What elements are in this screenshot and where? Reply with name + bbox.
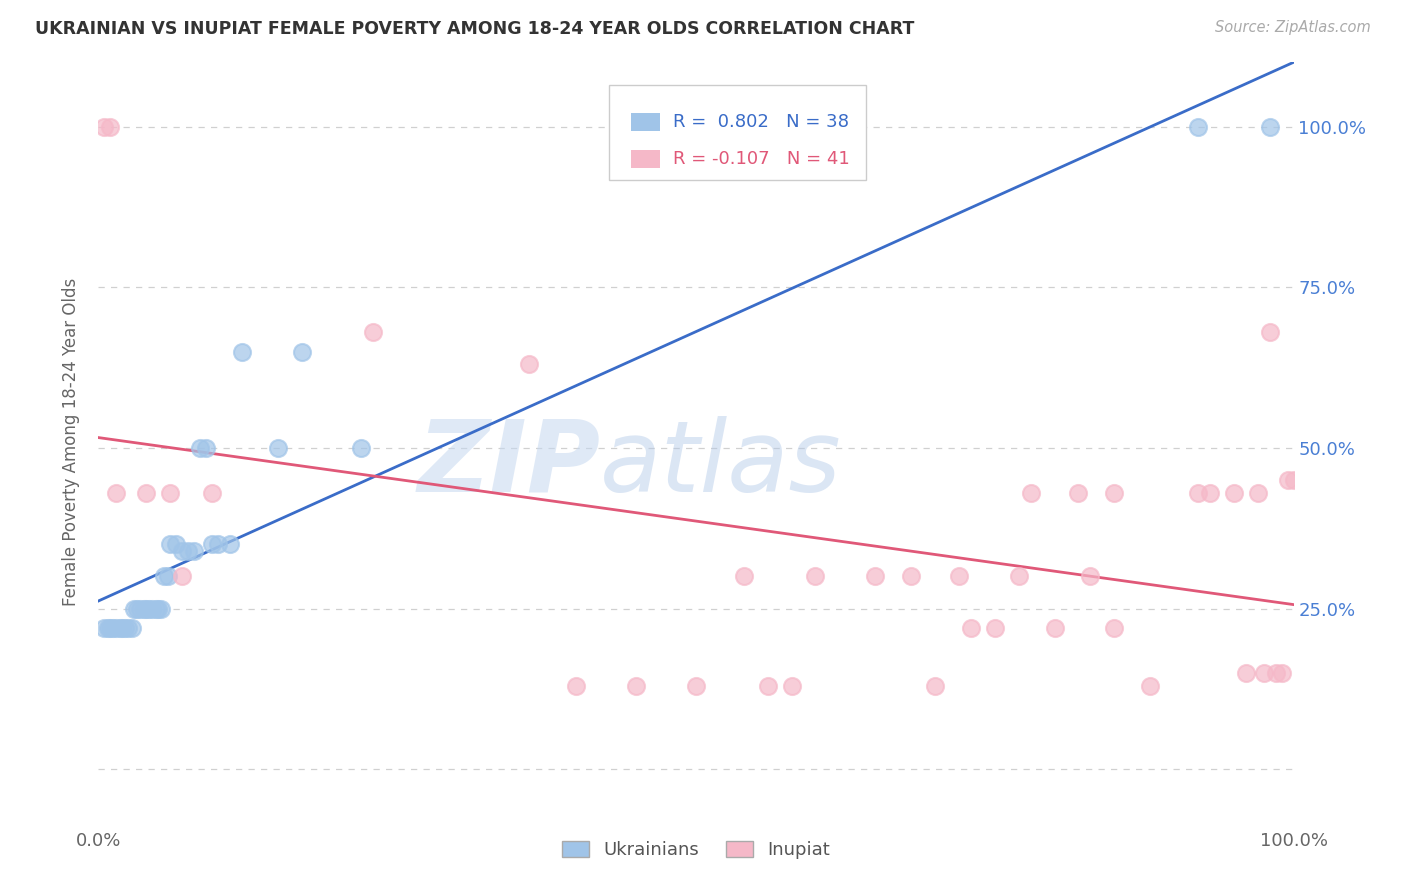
Text: Source: ZipAtlas.com: Source: ZipAtlas.com (1215, 20, 1371, 35)
Point (117, 621, 139, 635)
Point (1271, 665, 1294, 680)
Point (195, 441, 218, 455)
Point (900, 569, 922, 583)
Point (1199, 486, 1222, 500)
Point (207, 537, 229, 551)
Point (201, 486, 224, 500)
Point (350, 441, 373, 455)
FancyBboxPatch shape (609, 85, 866, 180)
Point (565, 679, 588, 693)
Point (101, 621, 124, 635)
Legend: Ukrainians, Inupiat: Ukrainians, Inupiat (553, 832, 839, 869)
Point (183, 543, 205, 558)
Text: atlas: atlas (600, 416, 842, 513)
Text: R = -0.107   N = 41: R = -0.107 N = 41 (673, 150, 851, 168)
Point (135, 486, 157, 500)
Point (141, 601, 163, 615)
Point (165, 537, 187, 551)
Point (159, 537, 181, 551)
Point (517, 358, 540, 372)
FancyBboxPatch shape (631, 150, 661, 168)
Point (1264, 665, 1286, 680)
Point (1247, 486, 1270, 500)
Point (98, 621, 122, 635)
Point (1104, 486, 1126, 500)
Point (1008, 569, 1031, 583)
Point (177, 543, 200, 558)
Point (960, 621, 983, 635)
Point (1043, 621, 1066, 635)
Point (626, 679, 648, 693)
Point (201, 537, 224, 551)
Point (1253, 665, 1275, 680)
Point (1258, 120, 1281, 134)
Point (231, 344, 253, 359)
Point (924, 679, 946, 693)
Point (135, 601, 157, 615)
Point (148, 601, 170, 615)
Point (108, 621, 131, 635)
Point (1019, 486, 1042, 500)
Point (780, 679, 803, 693)
Point (129, 601, 152, 615)
Point (159, 486, 181, 500)
Point (121, 621, 143, 635)
Point (1223, 486, 1246, 500)
Point (149, 601, 172, 615)
Point (105, 621, 128, 635)
Point (156, 569, 179, 583)
Point (1258, 326, 1281, 340)
Point (145, 601, 167, 615)
Point (219, 537, 242, 551)
Point (1277, 473, 1299, 487)
Point (111, 621, 134, 635)
Point (132, 601, 155, 615)
Point (1187, 486, 1209, 500)
Point (363, 326, 385, 340)
Point (733, 569, 755, 583)
Point (1234, 665, 1257, 680)
Point (756, 679, 779, 693)
Point (291, 344, 314, 359)
Point (138, 601, 160, 615)
Point (1080, 569, 1102, 583)
Point (1282, 473, 1305, 487)
Point (1067, 486, 1090, 500)
Point (172, 569, 194, 583)
Text: ZIP: ZIP (418, 416, 600, 513)
Point (93, 120, 115, 134)
FancyBboxPatch shape (631, 113, 661, 131)
Point (1139, 679, 1161, 693)
Point (98, 120, 122, 134)
Point (804, 569, 827, 583)
Point (114, 621, 136, 635)
Point (1187, 120, 1209, 134)
Point (153, 569, 176, 583)
Point (172, 543, 194, 558)
Point (97, 621, 120, 635)
Point (865, 569, 887, 583)
Point (93, 621, 115, 635)
Point (685, 679, 707, 693)
Text: UKRAINIAN VS INUPIAT FEMALE POVERTY AMONG 18-24 YEAR OLDS CORRELATION CHART: UKRAINIAN VS INUPIAT FEMALE POVERTY AMON… (35, 20, 914, 37)
Point (105, 486, 128, 500)
Y-axis label: Female Poverty Among 18-24 Year Olds: Female Poverty Among 18-24 Year Olds (62, 277, 80, 606)
Point (125, 601, 148, 615)
Point (267, 441, 290, 455)
Text: R =  0.802   N = 38: R = 0.802 N = 38 (673, 113, 849, 131)
Point (948, 569, 970, 583)
Point (984, 621, 1007, 635)
Point (188, 441, 211, 455)
Point (124, 601, 146, 615)
Point (1104, 621, 1126, 635)
